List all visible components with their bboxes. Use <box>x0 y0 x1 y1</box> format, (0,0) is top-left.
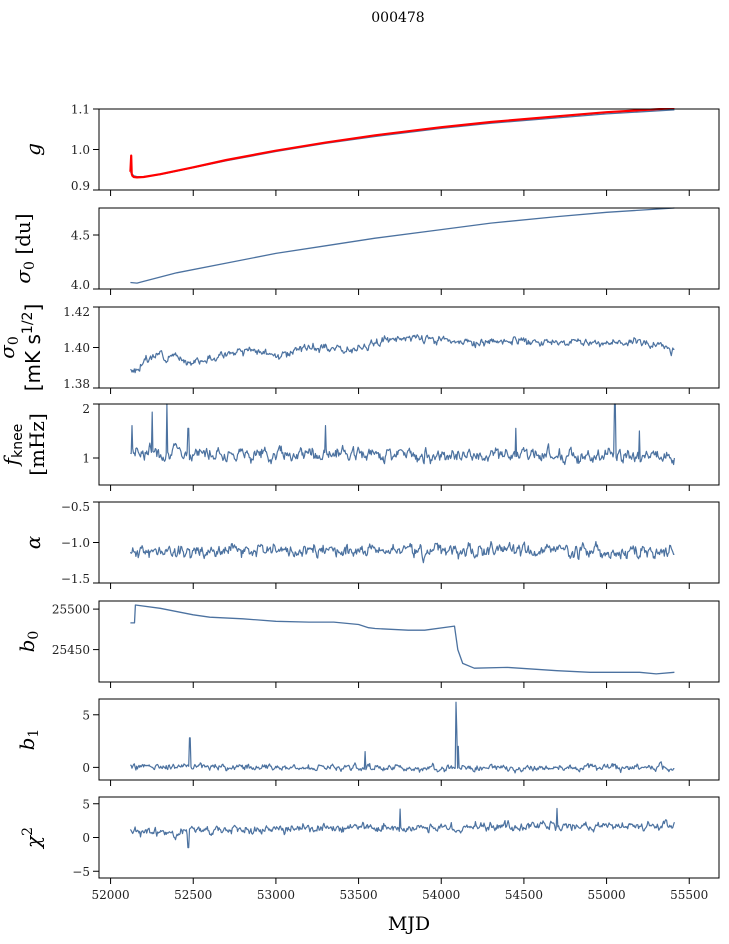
y-tick-label-g: 1.0 <box>71 143 90 157</box>
y-axis-label-alpha: α <box>21 535 45 549</box>
panel-b0: 25450 25500 b0 <box>15 600 720 688</box>
y-tick-label-alpha: −0.5 <box>61 500 90 514</box>
y-tick-label-b0: 25450 <box>52 643 90 657</box>
y-axis-label-sigma0_du: σ0 [du] <box>11 213 38 283</box>
y-tick-label-fknee: 2 <box>82 402 90 416</box>
y-tick-label-sigma0_du: 4.0 <box>71 278 90 292</box>
series-group-chi2 <box>129 807 675 849</box>
y-tick-label-sigma0_mk: 1.40 <box>63 341 90 355</box>
panel-fknee: 1 2 fknee [mHz] <box>0 402 720 491</box>
y-axis-label-fknee: [mHz] <box>25 413 49 476</box>
axes-frame-sigma0_mk <box>98 306 720 389</box>
x-tick-label: 55500 <box>670 888 708 902</box>
series-line-b1-0 <box>130 701 675 774</box>
x-tick-label: 53500 <box>339 888 377 902</box>
y-tick-label-b1: 0 <box>82 761 90 775</box>
series-group-b0 <box>130 604 675 675</box>
series-line-sigma0_mk-0 <box>130 334 675 374</box>
series-group-alpha <box>129 541 675 564</box>
y-axis-label-fknee: fknee <box>0 424 26 468</box>
series-group-sigma0_mk <box>130 334 675 374</box>
axes-frame-alpha <box>98 501 720 584</box>
axes-frame-chi2 <box>98 796 720 879</box>
y-axis-label-sigma0_mk: σ0 <box>0 336 22 359</box>
series-line-fknee-0 <box>130 403 675 466</box>
series-group-b1 <box>130 701 675 774</box>
panel-chi2: −5 0 5 52000 52500 53000 53500 54000 54500 55000 5… <box>20 796 720 902</box>
y-tick-label-sigma0_du: 4.5 <box>71 229 90 243</box>
axes-frame-fknee <box>98 403 720 486</box>
series-line-alpha-0 <box>129 541 675 564</box>
series-line-sigma0_du-0 <box>130 207 675 284</box>
y-tick-label-g: 1.1 <box>71 103 90 117</box>
axes-frame-b0 <box>98 600 720 683</box>
panel-alpha: −1.5 −1.0 −0.5 α <box>21 500 720 589</box>
panel-sigma0_du: 4.0 4.5 σ0 [du] <box>11 207 720 295</box>
panel-b1: 0 5 b1 <box>15 698 720 786</box>
y-tick-label-alpha: −1.0 <box>61 536 90 550</box>
y-tick-label-b1: 5 <box>82 708 90 722</box>
y-tick-label-chi2: 0 <box>82 831 90 845</box>
y-tick-label-sigma0_mk: 1.38 <box>63 377 90 391</box>
y-tick-label-sigma0_mk: 1.42 <box>63 305 90 319</box>
y-axis-label-b0: b0 <box>15 631 42 653</box>
y-axis-label-sigma0_mk: [mK s1/2] <box>20 304 45 392</box>
series-line-b0-0 <box>130 604 675 675</box>
figure-title: 000478 <box>371 10 424 26</box>
series-group-g <box>129 108 675 179</box>
series-group-sigma0_du <box>130 207 675 284</box>
x-tick-label: 53000 <box>257 888 295 902</box>
axes-frame-g <box>98 108 720 191</box>
y-axis-label-chi2: χ2 <box>20 827 45 850</box>
series-line-g-0 <box>129 109 675 178</box>
series-group-fknee <box>130 403 675 466</box>
x-tick-label: 52500 <box>174 888 212 902</box>
y-tick-label-chi2: −5 <box>72 865 90 879</box>
x-tick-label: 55000 <box>587 888 625 902</box>
axes-frame-sigma0_du <box>98 207 720 290</box>
panel-sigma0_mk: 1.38 1.40 1.42 σ0[mK s1/2] <box>0 304 720 394</box>
y-tick-label-alpha: −1.5 <box>61 572 90 586</box>
panel-g: 0.9 1.0 1.1 g <box>21 103 720 196</box>
x-axis-label: MJD <box>388 913 430 935</box>
x-tick-label: 54000 <box>422 888 460 902</box>
y-tick-label-b0: 25500 <box>52 603 90 617</box>
x-tick-label: 52000 <box>91 888 129 902</box>
series-line-chi2-0 <box>129 807 675 849</box>
y-axis-label-g: g <box>21 143 45 156</box>
y-tick-label-g: 0.9 <box>71 179 90 193</box>
x-tick-label: 54500 <box>505 888 543 902</box>
series-line-g-1 <box>129 108 675 179</box>
y-axis-label-b1: b1 <box>15 729 42 751</box>
panels: 0.9 1.0 1.1 g 4.0 4.5 σ0 [du] 1.38 1.40 1.42 σ0[mK… <box>0 103 720 902</box>
y-tick-label-fknee: 1 <box>82 452 90 466</box>
y-tick-label-chi2: 5 <box>82 797 90 811</box>
axes-frame-b1 <box>98 698 720 781</box>
